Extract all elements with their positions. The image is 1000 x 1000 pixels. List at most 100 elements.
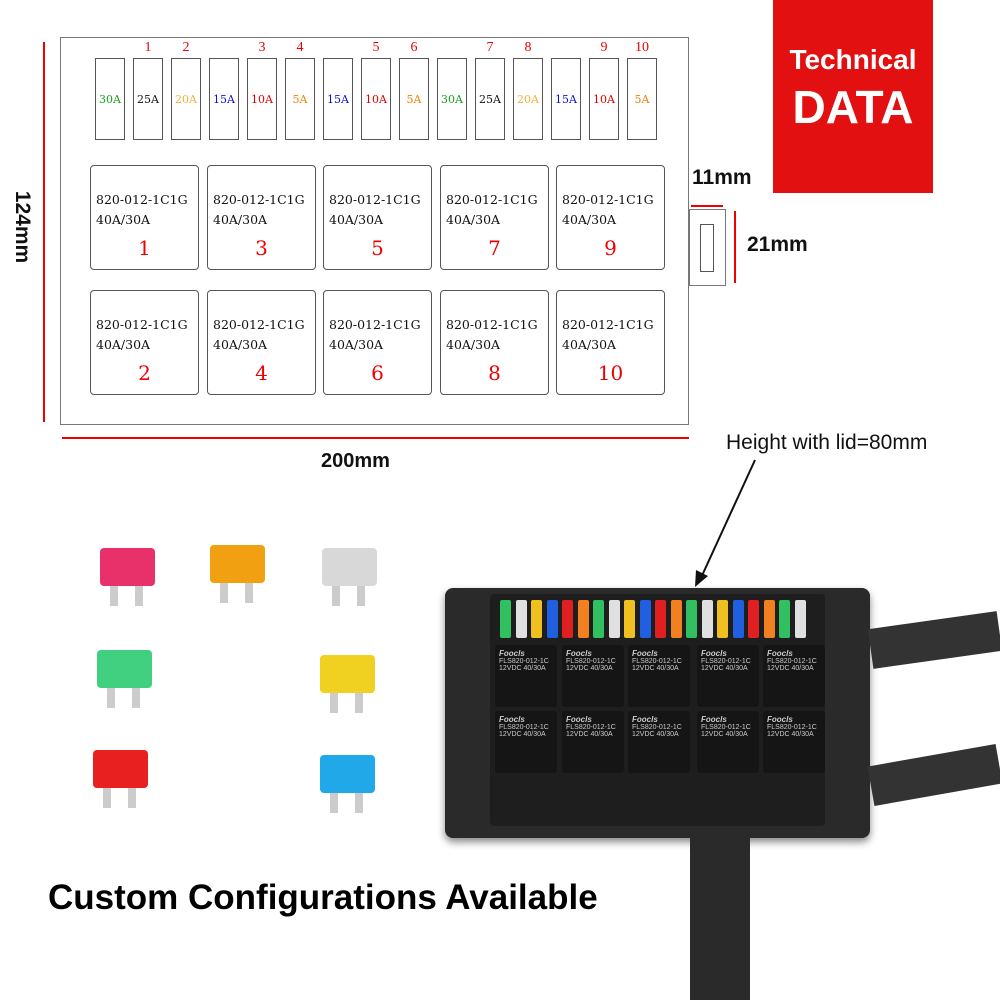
photo-relay: Foocls FLS820-012-1C 12VDC 40/30A bbox=[495, 645, 557, 707]
photo-fuse bbox=[562, 600, 573, 638]
loose-fuse bbox=[93, 750, 148, 788]
photo-relay: Foocls FLS820-012-1C 12VDC 40/30A bbox=[628, 711, 690, 773]
fuse-number: 1 bbox=[144, 40, 152, 55]
fuse-number: 9 bbox=[600, 40, 608, 55]
relay-number: 8 bbox=[488, 361, 501, 385]
relay-rating: 40A/30A bbox=[446, 212, 501, 227]
loose-fuse bbox=[322, 548, 377, 586]
photo-relay: Foocls FLS820-012-1C 12VDC 40/30A bbox=[562, 645, 624, 707]
relay-slot: 820-012-1C1G 40A/30A 4 bbox=[207, 290, 316, 395]
photo-fuse bbox=[732, 600, 744, 638]
photo-relay: Foocls FLS820-012-1C 12VDC 40/30A bbox=[628, 645, 690, 707]
photo-relay: Foocls FLS820-012-1C 12VDC 40/30A bbox=[697, 711, 759, 773]
lid-arrow bbox=[695, 459, 756, 587]
fuse-slot: 10A bbox=[247, 58, 277, 140]
photo-relay: Foocls FLS820-012-1C 12VDC 40/30A bbox=[763, 645, 825, 707]
relay-number: 6 bbox=[371, 361, 384, 385]
fuse-number: 8 bbox=[524, 40, 532, 55]
photo-fuse bbox=[686, 600, 697, 638]
relay-rating: 40A/30A bbox=[96, 337, 151, 352]
fuse-slot: 5A bbox=[285, 58, 315, 140]
fuse-slot: 10A bbox=[589, 58, 619, 140]
fuse-number: 2 bbox=[182, 40, 190, 55]
photo-fuse bbox=[701, 600, 713, 638]
relay-number: 5 bbox=[371, 236, 384, 260]
badge-line2: DATA bbox=[792, 81, 914, 133]
connector-height-arrow bbox=[734, 211, 736, 283]
width-label: 200mm bbox=[321, 450, 390, 472]
relay-rating: 40A/30A bbox=[446, 337, 501, 352]
relay-number: 2 bbox=[138, 361, 151, 385]
photo-fuse bbox=[670, 600, 682, 638]
relay-number: 7 bbox=[488, 236, 501, 260]
fuse-number: 5 bbox=[372, 40, 380, 55]
lid-height-label: Height with lid=80mm bbox=[726, 431, 928, 454]
photo-fuse bbox=[655, 600, 666, 638]
loose-fuse bbox=[320, 755, 375, 793]
photo-fuse bbox=[515, 600, 527, 638]
connector-width-label: 11mm bbox=[692, 166, 752, 189]
relay-rating: 40A/30A bbox=[562, 337, 617, 352]
photo-fuse bbox=[779, 600, 790, 638]
fuse-slot: 5A bbox=[627, 58, 657, 140]
photo-fuse bbox=[546, 600, 558, 638]
height-label: 124mm bbox=[11, 190, 35, 264]
connector-height-label: 21mm bbox=[747, 233, 808, 256]
relay-slot: 820-012-1C1G 40A/30A 5 bbox=[323, 165, 432, 270]
fuse-slot: 30A bbox=[437, 58, 467, 140]
photo-fuse bbox=[577, 600, 589, 638]
fuse-slot: 20A bbox=[171, 58, 201, 140]
relay-rating: 40A/30A bbox=[329, 212, 384, 227]
relay-rating: 40A/30A bbox=[213, 337, 268, 352]
relay-model: 820-012-1C1G bbox=[562, 192, 654, 207]
photo-fuse bbox=[531, 600, 542, 638]
relay-model: 820-012-1C1G bbox=[562, 317, 654, 332]
caption: Custom Configurations Available bbox=[48, 878, 598, 917]
photo-fuse bbox=[639, 600, 651, 638]
fuse-relay-box-diagram bbox=[60, 37, 689, 425]
photo-fuse bbox=[794, 600, 806, 638]
connector-outline bbox=[689, 209, 726, 286]
relay-model: 820-012-1C1G bbox=[446, 192, 538, 207]
fuse-number: 3 bbox=[258, 40, 266, 55]
fuse-slot: 15A bbox=[323, 58, 353, 140]
relay-number: 9 bbox=[604, 236, 617, 260]
relay-model: 820-012-1C1G bbox=[213, 192, 305, 207]
wire-harness-top bbox=[867, 611, 1000, 669]
relay-slot: 820-012-1C1G 40A/30A 3 bbox=[207, 165, 316, 270]
height-arrow bbox=[43, 42, 45, 422]
fuse-slot: 30A bbox=[95, 58, 125, 140]
relay-number: 4 bbox=[255, 361, 268, 385]
relay-model: 820-012-1C1G bbox=[213, 317, 305, 332]
wire-harness-bottom bbox=[867, 744, 1000, 806]
relay-number: 3 bbox=[255, 236, 268, 260]
fuse-number: 6 bbox=[410, 40, 418, 55]
photo-fuse bbox=[763, 600, 775, 638]
relay-number: 10 bbox=[597, 361, 624, 385]
relay-model: 820-012-1C1G bbox=[96, 317, 188, 332]
relay-rating: 40A/30A bbox=[562, 212, 617, 227]
technical-data-badge: Technical DATA bbox=[773, 0, 933, 193]
photo-relay: Foocls FLS820-012-1C 12VDC 40/30A bbox=[697, 645, 759, 707]
photo-fuse bbox=[624, 600, 635, 638]
fuse-number: 4 bbox=[296, 40, 304, 55]
photo-fuse bbox=[593, 600, 604, 638]
relay-model: 820-012-1C1G bbox=[329, 192, 421, 207]
badge-line1: Technical bbox=[789, 44, 917, 75]
fuse-slot: 25A bbox=[133, 58, 163, 140]
photo-relay: Foocls FLS820-012-1C 12VDC 40/30A bbox=[562, 711, 624, 773]
loose-fuse bbox=[210, 545, 265, 583]
relay-model: 820-012-1C1G bbox=[329, 317, 421, 332]
fuse-number: 10 bbox=[635, 40, 649, 55]
photo-fuse bbox=[608, 600, 620, 638]
relay-slot: 820-012-1C1G 40A/30A 9 bbox=[556, 165, 665, 270]
wire-harness-down bbox=[690, 838, 750, 1000]
photo-fuse bbox=[717, 600, 728, 638]
fuse-slot: 5A bbox=[399, 58, 429, 140]
photo-relay: Foocls FLS820-012-1C 12VDC 40/30A bbox=[763, 711, 825, 773]
relay-slot: 820-012-1C1G 40A/30A 10 bbox=[556, 290, 665, 395]
relay-slot: 820-012-1C1G 40A/30A 7 bbox=[440, 165, 549, 270]
relay-slot: 820-012-1C1G 40A/30A 8 bbox=[440, 290, 549, 395]
relay-model: 820-012-1C1G bbox=[96, 192, 188, 207]
relay-slot: 820-012-1C1G 40A/30A 6 bbox=[323, 290, 432, 395]
